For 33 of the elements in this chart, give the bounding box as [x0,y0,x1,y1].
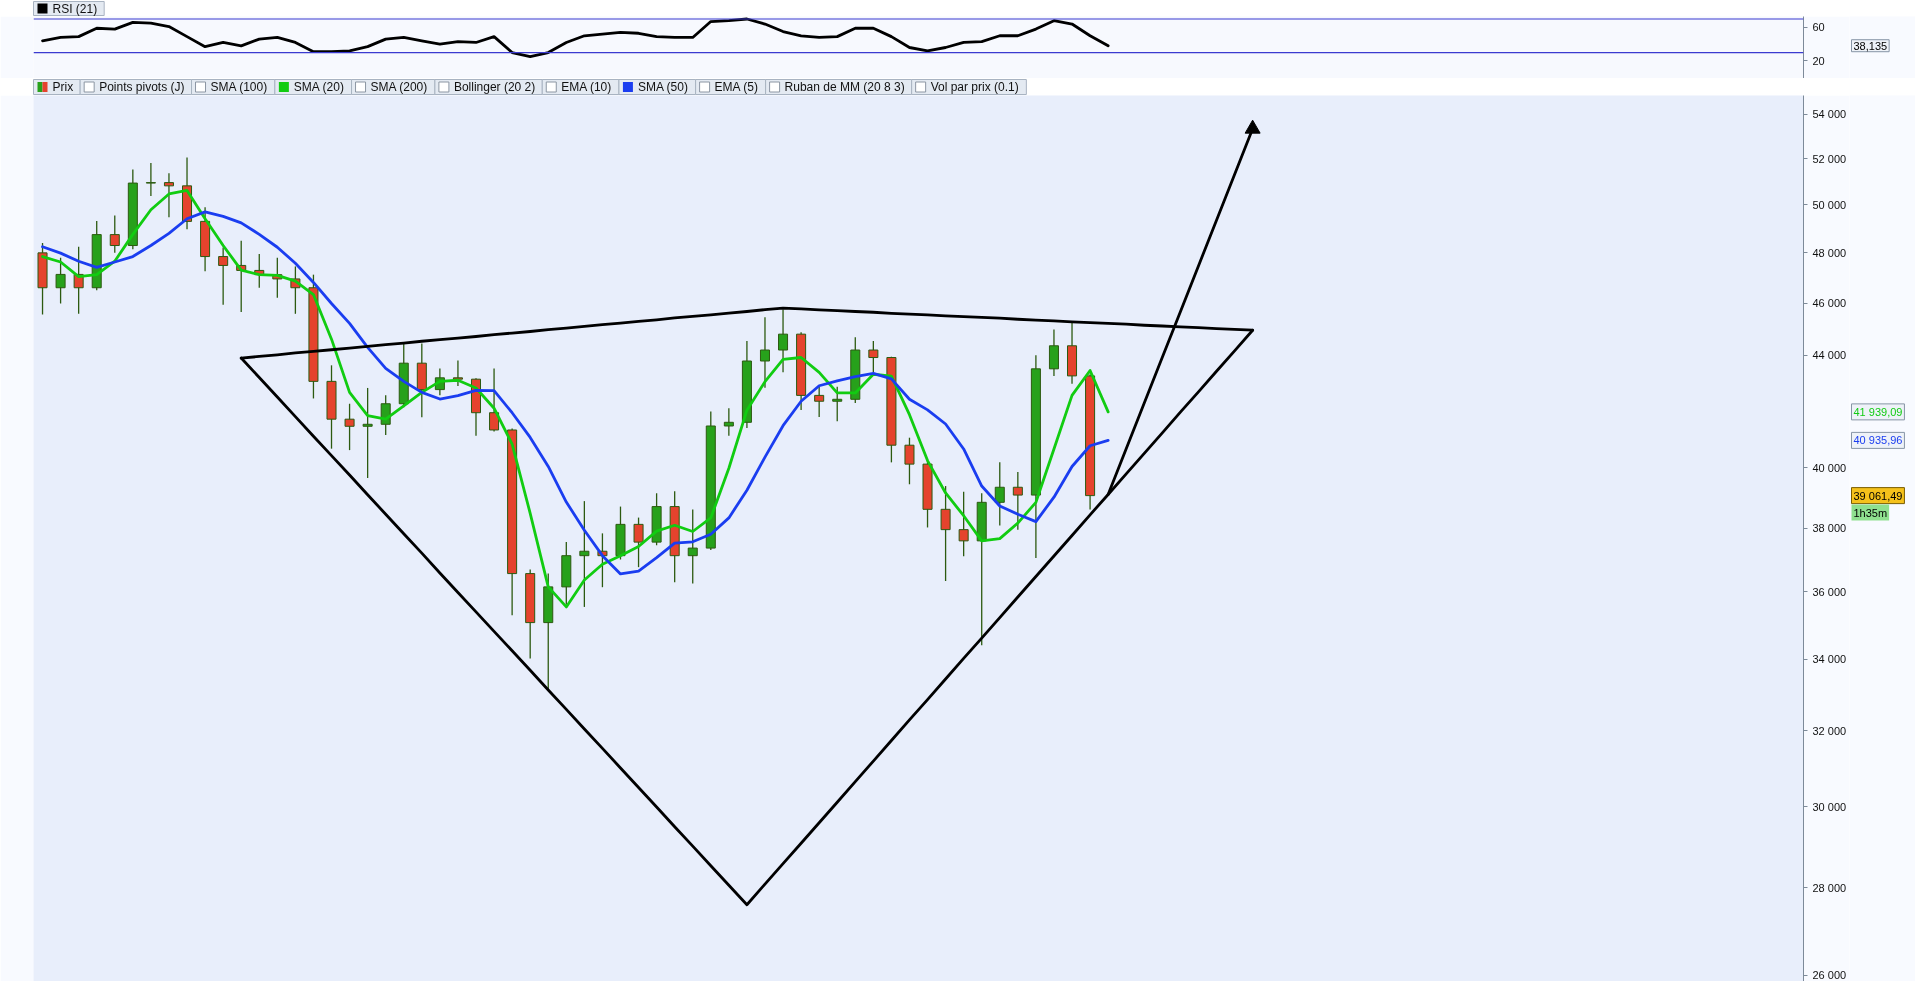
legend-label: SMA (20) [293,80,344,94]
y-tick-label: 20 [1812,54,1825,67]
y-tick-label: 30 000 [1812,800,1847,813]
y-tick-label: 50 000 [1812,198,1847,211]
y-tick-label: 32 000 [1812,724,1847,737]
text: 1h35m [1853,506,1888,519]
legend-label: SMA (100) [210,80,268,94]
text: 41 939,09 [1853,405,1903,418]
legend-label: SMA (50) [637,80,688,94]
legend-label: Ruban de MM (20 8 3) [784,80,905,94]
legend-label: Vol par prix (0.1) [930,80,1019,94]
legend-label: SMA (200) [370,80,428,94]
y-tick-label: 40 000 [1812,461,1847,474]
legend-label: Points pivots (J) [99,80,185,94]
legend-label: Prix [52,80,74,94]
y-tick-label: 54 000 [1812,108,1847,121]
y-tick-label: 34 000 [1812,653,1847,666]
y-tick-label: 28 000 [1812,881,1847,894]
text: 39 061,49 [1853,489,1903,502]
y-tick-label: 26 000 [1812,969,1847,981]
legend-label: Bollinger (20 2) [453,80,536,94]
text: 40 935,96 [1853,434,1903,447]
y-tick-label: 36 000 [1812,585,1847,598]
text: 38,135 [1853,39,1888,52]
legend-label: EMA (5) [714,80,758,94]
y-tick-label: 44 000 [1812,349,1847,362]
y-tick-label: 46 000 [1812,297,1847,310]
y-tick-label: 48 000 [1812,246,1847,259]
legend-label: EMA (10) [561,80,612,94]
y-tick-label: 60 [1812,21,1825,34]
y-tick-label: 38 000 [1812,522,1847,535]
y-tick-label: 52 000 [1812,152,1847,165]
legend-label: RSI (21) [52,1,98,16]
